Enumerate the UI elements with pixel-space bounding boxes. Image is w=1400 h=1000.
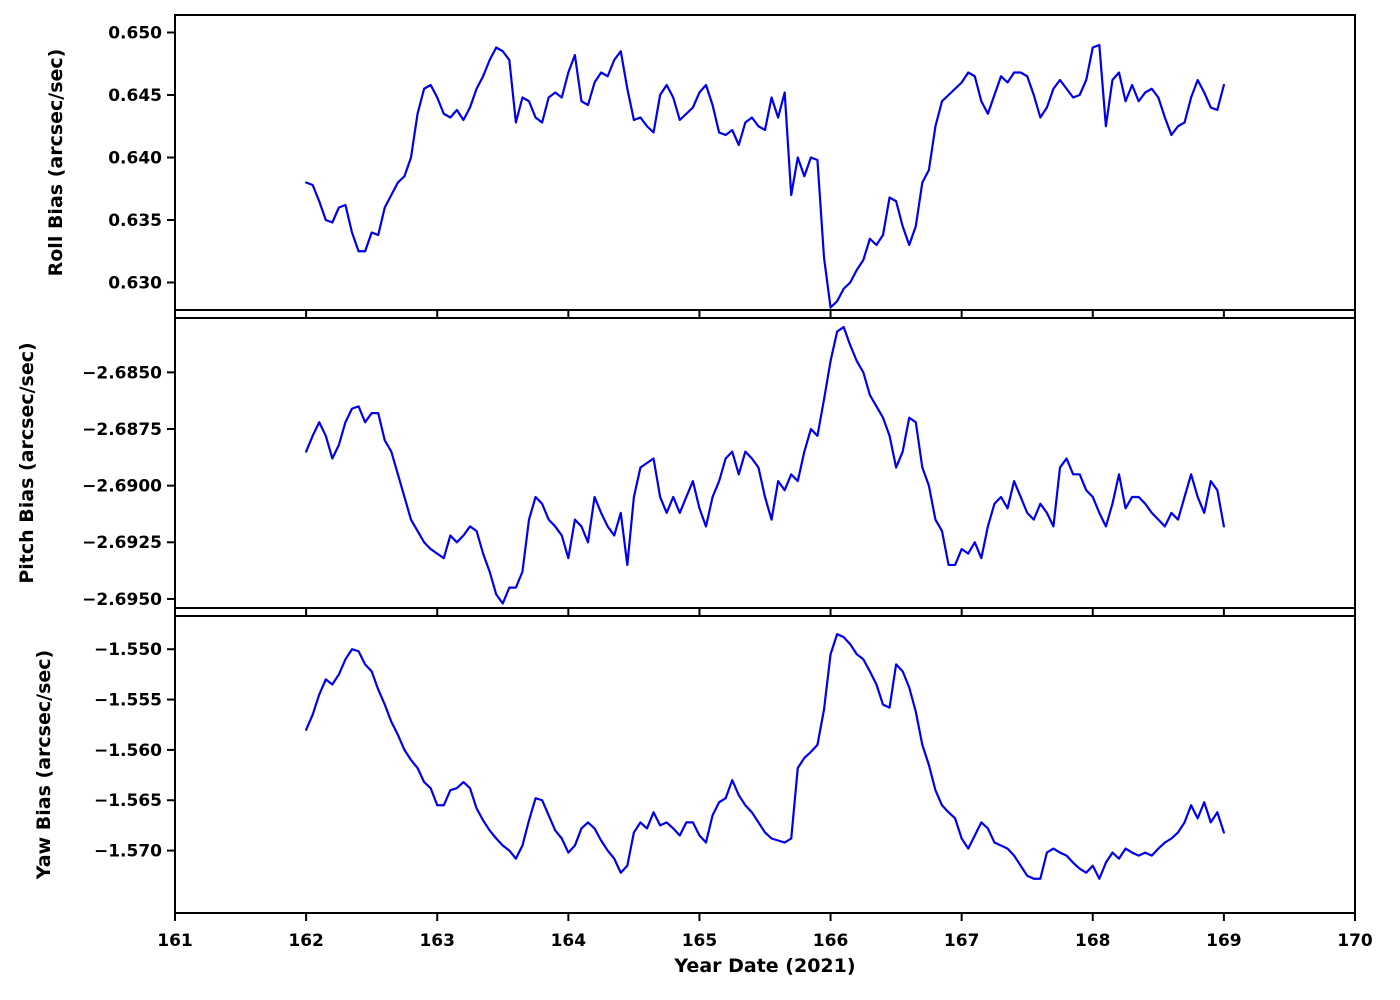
y-tick-label: −1.565 <box>94 791 162 811</box>
roll-bias-line <box>305 43 1225 309</box>
y-tick-label: 0.640 <box>108 148 162 168</box>
pitch-bias-subplot: −2.6950 −2.6925 −2.6900 −2.6875 −2.6850 Pitch… <box>16 317 1356 616</box>
y-tick-label: −2.6925 <box>82 533 162 553</box>
yaw-bias-line <box>305 633 1225 880</box>
y-tick-label: 0.630 <box>108 273 162 293</box>
x-tick-label: 161 <box>157 931 193 951</box>
y-tick-label: −1.555 <box>94 691 162 711</box>
y-tick-label: −1.570 <box>94 842 162 862</box>
yaw-bias-ylabel: Yaw Bias (arcsec/sec) <box>33 650 55 880</box>
roll-bias-ylabel: Roll Bias (arcsec/sec) <box>45 49 67 277</box>
x-tick-label: 168 <box>1075 931 1111 951</box>
roll-bias-spines <box>174 14 1356 311</box>
pitch-bias-ylabel: Pitch Bias (arcsec/sec) <box>16 342 38 583</box>
y-tick-label: −2.6850 <box>82 363 162 383</box>
yaw-bias-spines <box>174 615 1356 914</box>
roll-bias-subplot: 0.630 0.635 0.640 0.645 0.650 Roll Bias (arcs… <box>45 14 1356 318</box>
pitch-bias-line <box>305 325 1225 605</box>
pitch-bias-spines <box>174 317 1356 609</box>
x-tick-label: 163 <box>419 931 455 951</box>
yaw-bias-subplot: −1.570 −1.565 −1.560 −1.555 −1.550 161 162 163 1… <box>33 615 1373 951</box>
x-tick-label: 167 <box>944 931 980 951</box>
y-tick-label: −1.560 <box>94 741 162 761</box>
x-tick-label: 169 <box>1206 931 1242 951</box>
x-tick-label: 165 <box>682 931 718 951</box>
y-tick-label: 0.635 <box>108 211 162 231</box>
y-tick-label: 0.650 <box>108 23 162 43</box>
x-tick-label: 162 <box>288 931 324 951</box>
x-tick-label: 166 <box>813 931 849 951</box>
x-tick-label: 170 <box>1337 931 1373 951</box>
y-tick-label: −2.6900 <box>82 477 162 497</box>
y-tick-label: 0.645 <box>108 86 162 106</box>
y-tick-label: −2.6875 <box>82 420 162 440</box>
y-tick-label: −2.6950 <box>82 590 162 610</box>
x-axis-label: Year Date (2021) <box>673 955 855 977</box>
y-tick-label: −1.550 <box>94 640 162 660</box>
x-tick-label: 164 <box>551 931 587 951</box>
